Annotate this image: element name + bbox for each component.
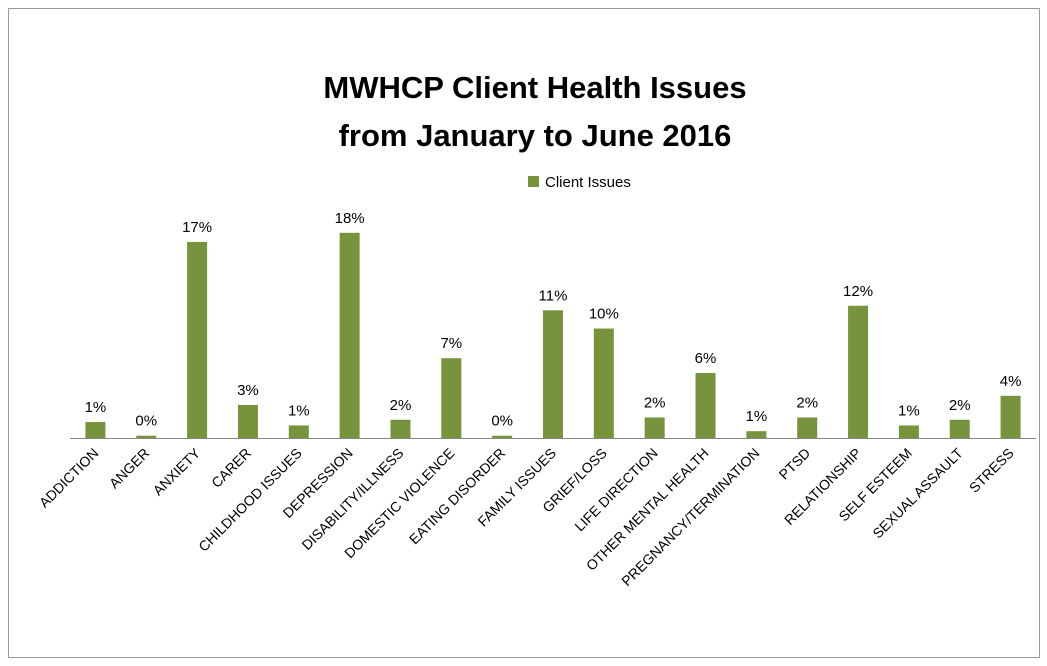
data-label: 1% bbox=[288, 402, 310, 419]
bar bbox=[949, 419, 970, 438]
data-label: 18% bbox=[335, 210, 365, 227]
data-label: 1% bbox=[85, 399, 107, 416]
bar bbox=[237, 404, 258, 438]
bar bbox=[898, 425, 919, 438]
data-label: 1% bbox=[746, 408, 768, 425]
legend-swatch bbox=[528, 176, 539, 187]
bar bbox=[339, 232, 360, 438]
bar bbox=[390, 419, 411, 438]
bar bbox=[593, 328, 614, 438]
bar bbox=[492, 435, 513, 438]
bar bbox=[695, 373, 716, 438]
bar bbox=[288, 425, 309, 438]
data-label: 4% bbox=[1000, 373, 1022, 390]
data-label: 1% bbox=[898, 402, 920, 419]
data-label: 6% bbox=[695, 350, 717, 367]
bar bbox=[441, 358, 462, 438]
data-label: 2% bbox=[644, 394, 666, 411]
data-label: 17% bbox=[182, 219, 212, 236]
bar bbox=[1000, 395, 1021, 438]
chart-title: MWHCP Client Health Issues bbox=[323, 70, 746, 105]
data-label: 2% bbox=[796, 394, 818, 411]
bar bbox=[797, 417, 818, 438]
data-label: 10% bbox=[589, 306, 619, 323]
data-label: 2% bbox=[949, 397, 971, 414]
bar bbox=[187, 241, 208, 438]
data-label: 3% bbox=[237, 382, 259, 399]
data-label: 12% bbox=[843, 283, 873, 300]
bar bbox=[848, 305, 869, 438]
data-label: 0% bbox=[491, 413, 513, 430]
bar bbox=[85, 422, 106, 438]
bar bbox=[543, 310, 563, 438]
bar bbox=[746, 431, 767, 438]
data-label: 11% bbox=[539, 287, 568, 304]
data-label: 2% bbox=[390, 397, 412, 414]
data-label: 7% bbox=[440, 335, 462, 352]
chart-title: from January to June 2016 bbox=[339, 118, 732, 153]
data-label: 0% bbox=[135, 413, 157, 430]
bar bbox=[136, 435, 157, 438]
legend-label: Client Issues bbox=[545, 174, 631, 191]
chart-border bbox=[8, 8, 1040, 658]
bar bbox=[644, 417, 665, 438]
